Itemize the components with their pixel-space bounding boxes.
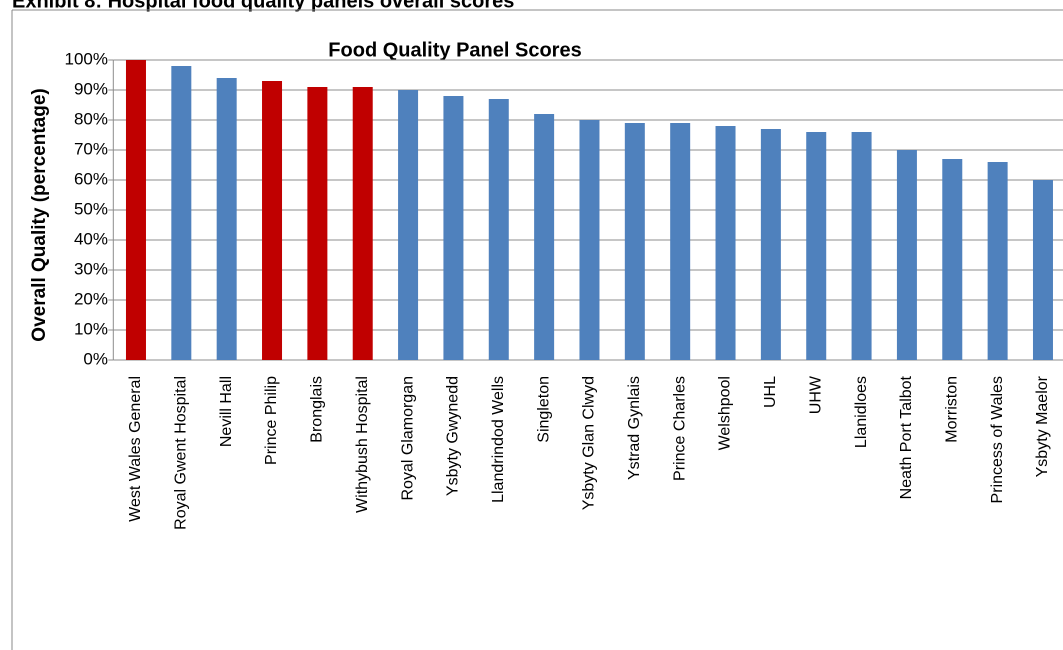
bar: [670, 123, 691, 360]
y-tick-label: 70%: [74, 139, 108, 158]
bar: [398, 90, 419, 360]
y-tick-label: 60%: [74, 169, 108, 188]
y-tick-label: 10%: [74, 319, 108, 338]
x-tick-label: Princess of Wales: [989, 376, 1006, 503]
x-tick-label: Llandrindod Wells: [490, 376, 507, 503]
bar: [262, 81, 283, 360]
heading: Exhibit 8: Hospital food quality panels …: [12, 0, 514, 12]
x-tick-label: Welshpool: [717, 376, 734, 450]
x-tick-label: Nevill Hall: [218, 376, 235, 447]
bar: [307, 87, 328, 360]
x-tick-label: UHW: [807, 375, 824, 414]
x-tick-label: Ystrad Gynlais: [626, 376, 643, 480]
x-tick-label: Withybush Hospital: [354, 376, 371, 513]
x-tick-label: Prince Charles: [671, 376, 688, 481]
bar: [715, 126, 736, 360]
bar: [760, 129, 781, 360]
bar: [851, 132, 872, 360]
x-tick-label: Neath Port Talbot: [898, 375, 915, 499]
y-tick-label: 40%: [74, 229, 108, 248]
bar: [579, 120, 600, 360]
bar: [352, 87, 373, 360]
bar: [1032, 180, 1053, 360]
bar: [443, 96, 464, 360]
y-axis-label: Overall Quality (percentage): [29, 88, 50, 341]
y-tick-label: 0%: [83, 349, 108, 368]
bar: [534, 114, 555, 360]
bar: [987, 162, 1008, 360]
y-tick-label: 100%: [65, 49, 108, 68]
x-tick-label: Singleton: [535, 376, 552, 443]
x-tick-label: Prince Philip: [263, 376, 280, 465]
bar: [171, 66, 192, 360]
x-tick-label: Royal Glamorgan: [399, 376, 416, 501]
x-tick-label: Ysbyty Gwynedd: [445, 376, 462, 496]
x-tick-label: Ysbyty Maelor: [1034, 375, 1051, 477]
x-tick-label: West Wales General: [127, 376, 144, 522]
chart-title: Food Quality Panel Scores: [328, 39, 581, 61]
bar: [896, 150, 917, 360]
bar: [942, 159, 963, 360]
y-tick-label: 30%: [74, 259, 108, 278]
x-tick-label: Royal Gwent Hospital: [173, 376, 190, 530]
x-tick-label: Llanidloes: [853, 376, 870, 448]
x-tick-label: Ysbyty Glan Clwyd: [581, 376, 598, 510]
bar: [125, 60, 146, 360]
bar: [216, 78, 237, 360]
x-tick-label: Morriston: [943, 376, 960, 443]
bar: [624, 123, 645, 360]
y-tick-label: 90%: [74, 79, 108, 98]
bar: [488, 99, 509, 360]
y-tick-label: 20%: [74, 289, 108, 308]
bar: [806, 132, 827, 360]
x-tick-label: Bronglais: [309, 376, 326, 443]
y-tick-label: 50%: [74, 199, 108, 218]
x-tick-label: UHL: [762, 376, 779, 408]
y-tick-label: 80%: [74, 109, 108, 128]
